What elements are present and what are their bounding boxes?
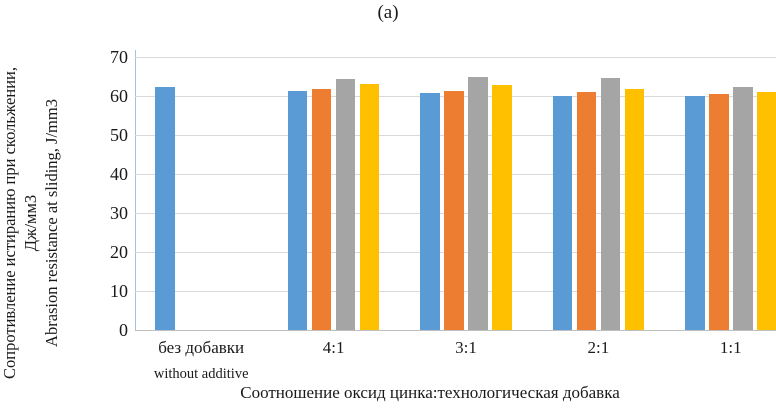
y-axis-title: Сопротивление истиранию при скольжении, … [0, 25, 63, 409]
x-category-label-2: 3:1 [400, 338, 532, 358]
y-axis-line [135, 50, 136, 330]
x-category-main-label: 2:1 [587, 338, 610, 357]
x-category-label-1: 4:1 [267, 338, 399, 358]
x-axis-line [135, 330, 776, 331]
bar-series-4-yellow-cat-4 [757, 91, 776, 330]
x-category-label-4: 1:1 [665, 338, 776, 358]
x-category-sublabel: without additive [153, 366, 249, 382]
bar-series-2-orange-cat-2 [444, 91, 464, 330]
bar-series-1-blue-cat-3 [552, 95, 573, 330]
x-category-label-0: без добавки without additive [135, 338, 267, 384]
bar-series-2-orange-cat-3 [576, 92, 597, 330]
y-axis-title-line-1: Сопротивление истиранию при скольжении, [0, 67, 19, 379]
bar-series-3-gray-cat-3 [600, 78, 621, 330]
y-tick-label-60: 60 [110, 86, 128, 106]
bar-series-3-gray-cat-1 [335, 78, 356, 330]
bar-series-1-blue-cat-2 [420, 93, 440, 330]
x-category-label-3: 2:1 [532, 338, 664, 358]
x-category-main-label: 4:1 [322, 338, 345, 357]
y-tick-label-70: 70 [110, 47, 128, 67]
bar-series-4-yellow-cat-1 [359, 83, 380, 330]
bar-series-4-yellow-cat-2 [492, 84, 512, 330]
bar-series-3-gray-cat-4 [733, 86, 753, 330]
plot-area [135, 50, 776, 331]
bar-series-2-orange-cat-1 [311, 88, 332, 330]
y-tick-label-20: 20 [110, 242, 128, 262]
y-tick-label-40: 40 [110, 164, 128, 184]
bar-series-3-gray-cat-2 [468, 76, 488, 330]
bar-series-1-blue-cat-0 [155, 87, 175, 330]
y-tick-label-0: 0 [119, 320, 128, 340]
y-tick-label-50: 50 [110, 125, 128, 145]
x-category-main-label: без добавки [158, 338, 245, 357]
y-axis-title-line-3: Abrasion resistance at sliding, J/mm3 [42, 99, 61, 347]
y-tick-label-30: 30 [110, 203, 128, 223]
gridline-y-70 [135, 57, 776, 58]
y-tick-label-10: 10 [110, 281, 128, 301]
bar-series-2-orange-cat-4 [709, 94, 729, 330]
x-axis-title: Соотношение оксид цинка:технологическая … [240, 383, 620, 402]
y-axis-title-line-2: Дж/мм3 [21, 194, 40, 252]
bar-series-1-blue-cat-4 [685, 96, 705, 330]
x-category-main-label: 1:1 [719, 338, 742, 357]
bar-series-4-yellow-cat-3 [624, 89, 645, 330]
x-category-main-label: 3:1 [455, 338, 477, 357]
bar-series-1-blue-cat-1 [287, 90, 308, 330]
panel-label: (a) [377, 2, 399, 23]
